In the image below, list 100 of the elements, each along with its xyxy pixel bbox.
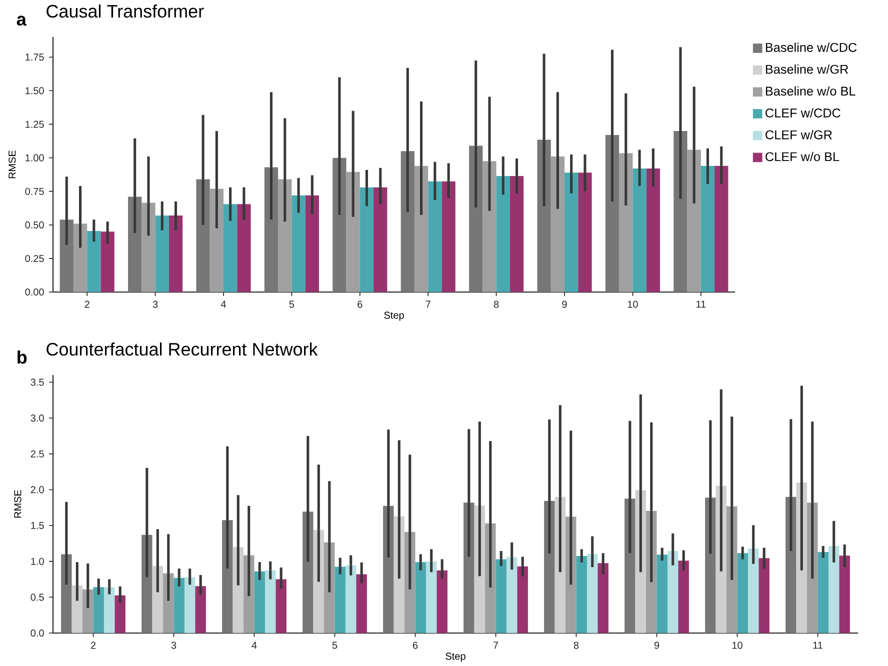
x-tick-label: 3 — [152, 300, 158, 308]
x-tick-label: 8 — [494, 300, 499, 308]
bar — [222, 520, 233, 633]
y-tick-label: 0.50 — [25, 221, 44, 228]
text: b — [18, 350, 27, 364]
x-tick-label: 2 — [90, 642, 96, 649]
bar — [544, 500, 555, 633]
bar — [276, 579, 286, 633]
bar — [346, 172, 360, 292]
bar — [748, 548, 759, 633]
bar — [586, 554, 598, 633]
bar — [152, 566, 164, 633]
bar — [436, 570, 448, 633]
y-axis-title: RMSE — [14, 490, 22, 518]
bar — [87, 230, 101, 292]
bar — [576, 556, 587, 633]
y-tick-label: 0.0 — [30, 629, 44, 637]
x-tick-label: 11 — [696, 300, 706, 308]
y-tick-label: 0.00 — [25, 288, 44, 296]
x-axis-title: Step — [446, 652, 466, 662]
x-tick-label: 5 — [289, 300, 294, 308]
y-tick-label: 2.5 — [30, 450, 44, 458]
x-tick-label: 7 — [493, 642, 498, 649]
y-tick-label: 1.0 — [31, 558, 44, 565]
bar — [550, 156, 565, 292]
x-tick-label: 4 — [220, 300, 226, 308]
bar — [578, 172, 592, 292]
bar — [510, 176, 524, 292]
bar — [828, 546, 840, 633]
bar — [104, 587, 115, 633]
x-tick-label: 4 — [252, 642, 257, 649]
bar — [496, 176, 510, 292]
chart-title: Counterfactual Recurrent Network — [46, 342, 318, 356]
x-tick-label: 11 — [813, 642, 822, 649]
x-tick-label: 6 — [358, 300, 362, 308]
bar — [184, 577, 196, 633]
bar — [506, 557, 518, 633]
x-tick-label: 10 — [732, 642, 742, 649]
bar — [142, 534, 152, 633]
bar — [264, 167, 278, 292]
bar — [737, 553, 748, 633]
bar — [564, 172, 578, 292]
bar — [705, 498, 716, 633]
legend-label: CLEF w/CDC — [766, 108, 840, 118]
bar — [142, 202, 156, 292]
bar — [700, 166, 715, 292]
x-tick-label: 3 — [171, 642, 176, 649]
bar — [72, 585, 83, 633]
bar — [196, 179, 210, 292]
bar — [332, 158, 346, 292]
text: a — [16, 16, 26, 26]
bar — [73, 224, 88, 292]
bar — [598, 563, 608, 633]
bar — [624, 498, 636, 633]
bar — [278, 179, 292, 292]
bar — [61, 554, 72, 633]
bar — [482, 161, 496, 292]
x-tick-label: 5 — [332, 642, 338, 649]
legend-label: CLEF w/GR — [766, 130, 832, 140]
bar — [383, 506, 394, 633]
x-tick-label: 2 — [84, 300, 90, 308]
x-axis-title: Step — [384, 312, 404, 321]
bar — [839, 556, 850, 633]
bar — [264, 570, 276, 633]
legend-label: CLEF w/o BL — [766, 152, 840, 162]
bar — [674, 130, 688, 292]
bar — [758, 558, 770, 633]
bar — [345, 565, 356, 633]
bar — [356, 574, 367, 633]
y-tick-label: 1.00 — [26, 154, 44, 162]
bar — [619, 153, 633, 292]
bar — [464, 502, 474, 633]
bar — [82, 589, 94, 633]
bar — [687, 150, 701, 292]
bar — [496, 559, 506, 633]
bar — [517, 566, 528, 633]
y-tick-label: 2.0 — [30, 486, 44, 494]
bar — [415, 562, 426, 633]
x-tick-label: 6 — [412, 642, 418, 649]
bar — [426, 561, 437, 633]
bar — [714, 166, 728, 292]
bar — [360, 187, 374, 292]
bar — [786, 496, 796, 633]
bar — [818, 552, 828, 633]
bar — [334, 566, 346, 633]
x-tick-label: 7 — [426, 300, 430, 308]
bar — [174, 578, 184, 633]
chart-title: Causal Transformer — [46, 4, 204, 18]
bar — [605, 134, 620, 292]
bar — [195, 586, 206, 633]
bar — [254, 571, 265, 633]
bar — [305, 195, 319, 292]
legend-label: Baseline w/GR — [766, 64, 848, 74]
bar — [374, 187, 388, 292]
x-tick-label: 8 — [574, 642, 579, 649]
y-tick-label: 0.5 — [30, 594, 44, 601]
bar — [414, 166, 428, 292]
bar — [667, 550, 678, 633]
y-tick-label: 3.0 — [30, 414, 44, 422]
bar — [210, 188, 224, 292]
